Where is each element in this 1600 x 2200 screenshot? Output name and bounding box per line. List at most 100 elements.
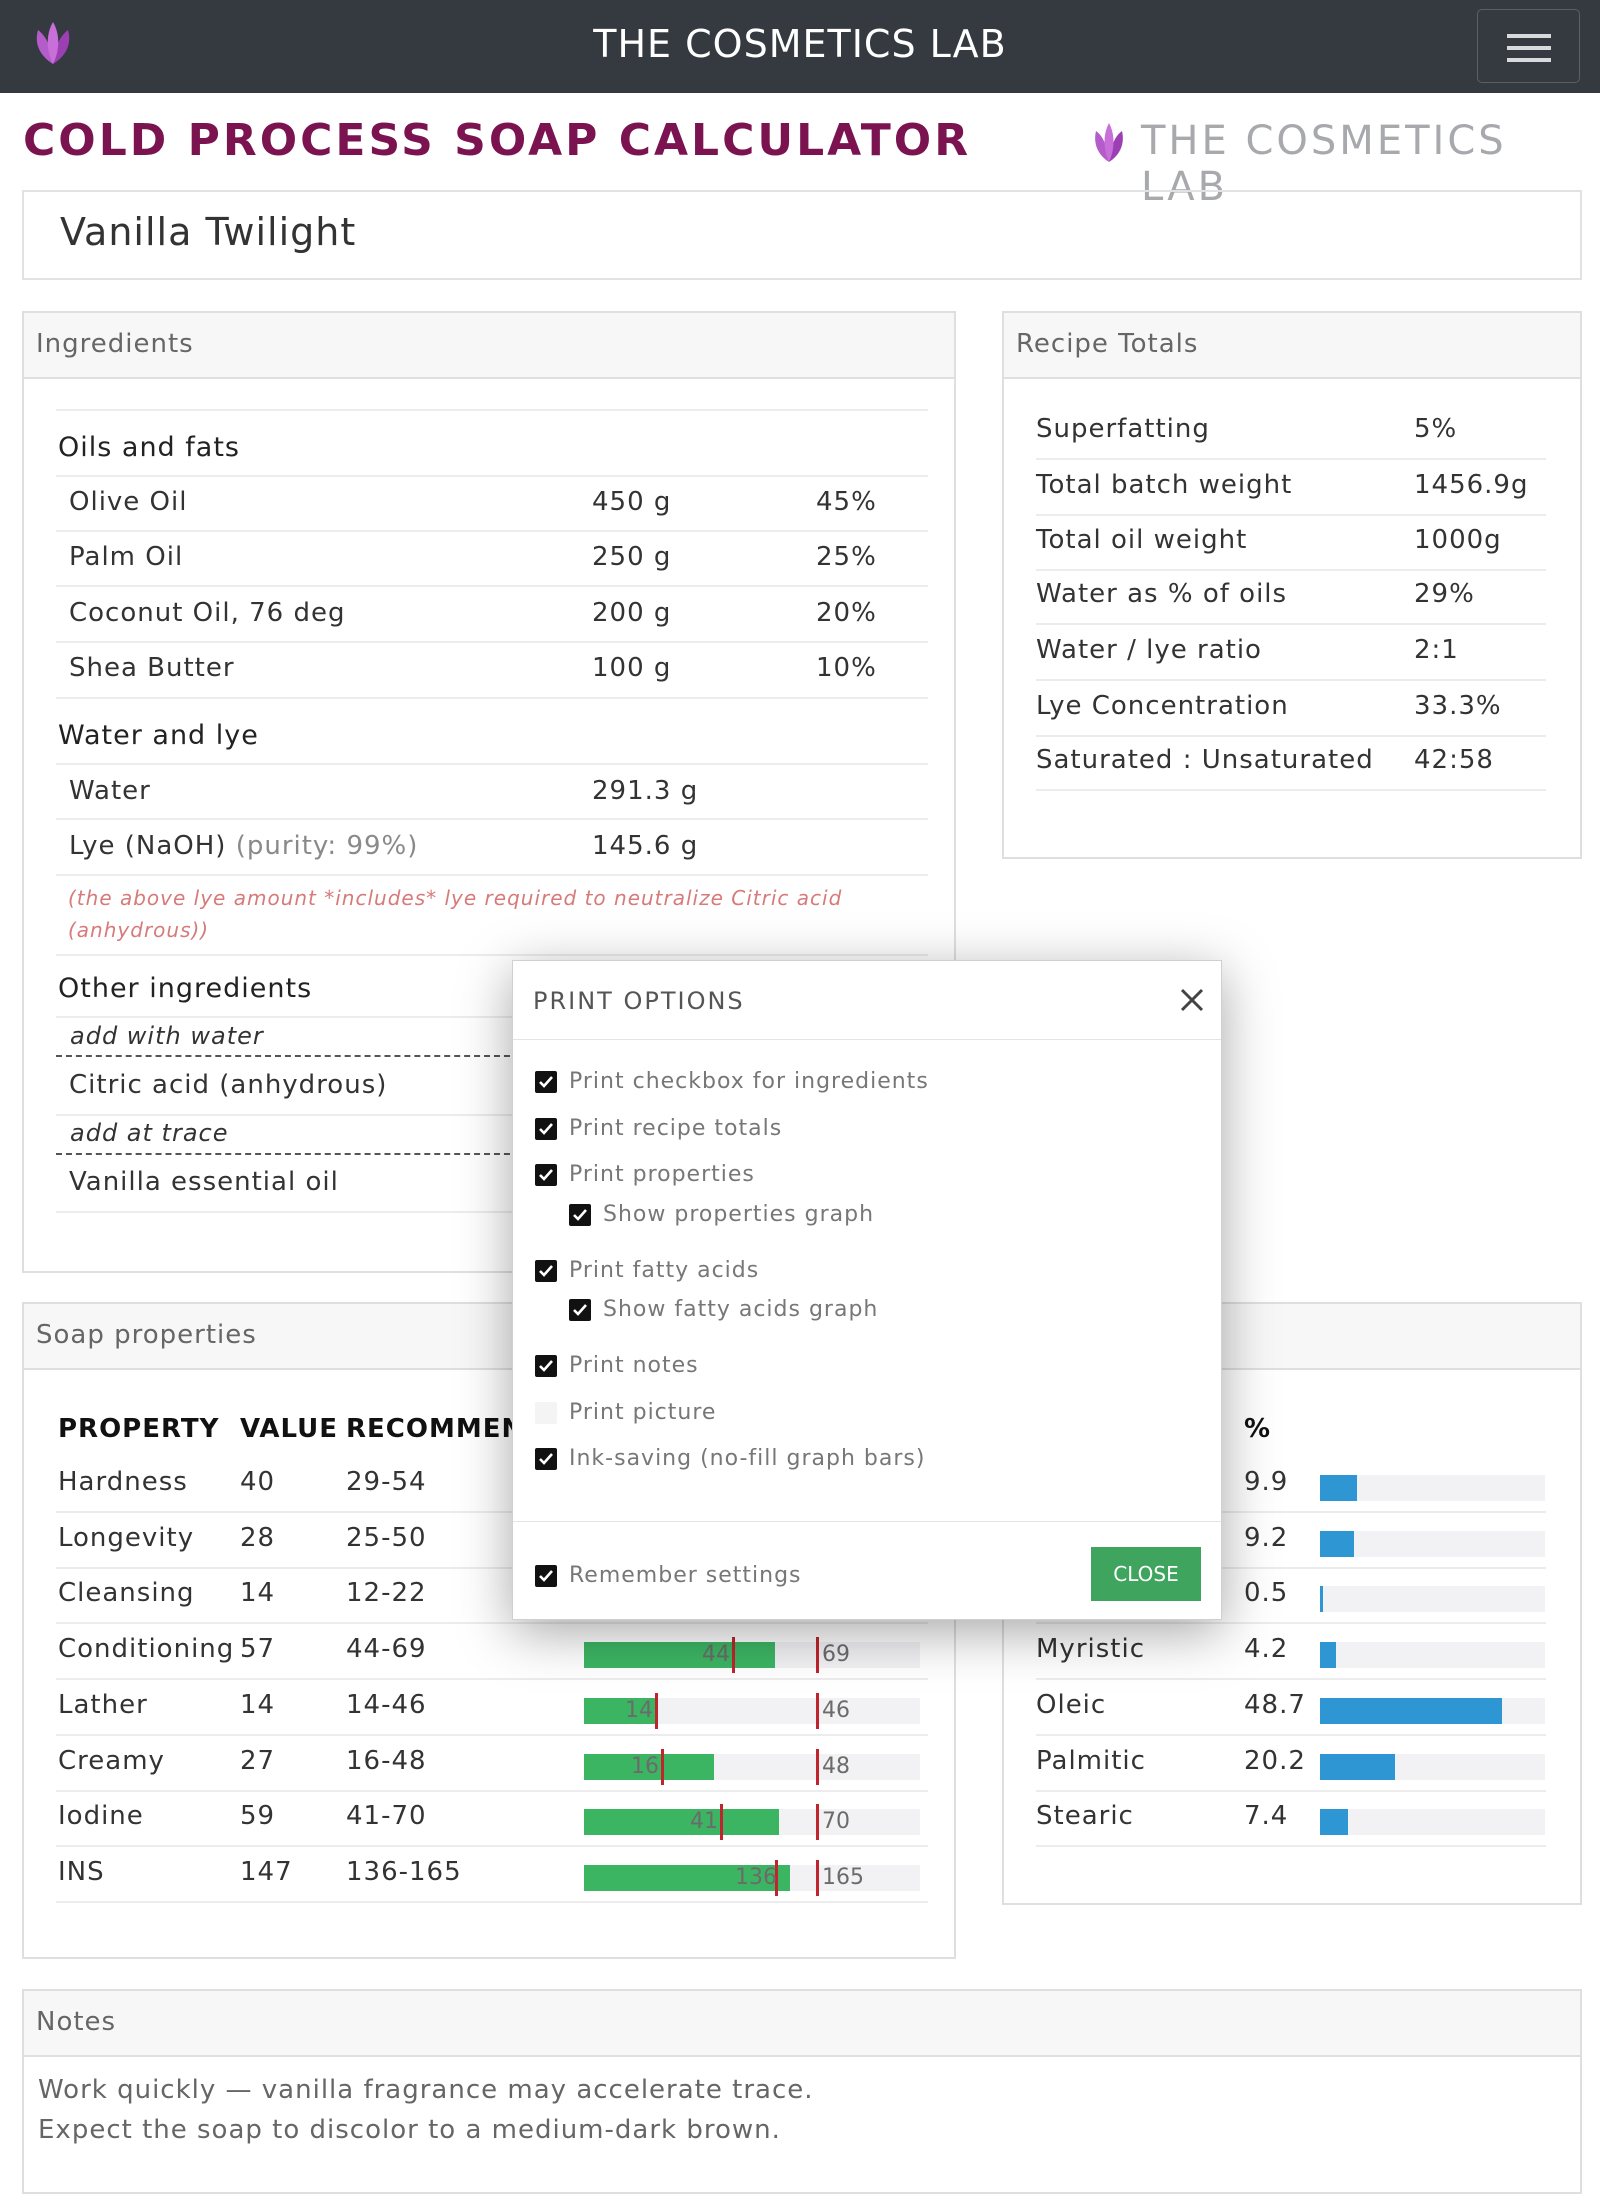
fatty-acid-bar-track <box>1320 1475 1545 1501</box>
property-name: Lather <box>58 1690 148 1720</box>
notes-line: Expect the soap to discolor to a medium-… <box>38 2115 781 2145</box>
property-range: 14-46 <box>346 1690 427 1720</box>
property-value: 27 <box>240 1746 276 1776</box>
print-option-label[interactable]: Print recipe totals <box>569 1116 783 1141</box>
fatty-acid-value: 7.4 <box>1244 1801 1289 1831</box>
col-property: PROPERTY <box>58 1414 220 1444</box>
range-min-marker <box>720 1804 723 1840</box>
navbar-title[interactable]: THE COSMETICS LAB <box>593 22 1007 66</box>
print-option-label[interactable]: Ink-saving (no-fill graph bars) <box>569 1446 926 1471</box>
property-range: 136-165 <box>346 1857 462 1887</box>
divider <box>1036 1622 1546 1624</box>
print-option-checkbox[interactable] <box>535 1448 557 1470</box>
property-name: INS <box>58 1857 105 1887</box>
checkmark-icon <box>539 1360 553 1372</box>
other-subheading: add at trace <box>70 1119 229 1147</box>
fatty-acid-bar-fill <box>1320 1586 1323 1612</box>
checkmark-icon <box>539 1123 553 1135</box>
totals-value: 2:1 <box>1414 635 1459 665</box>
close-icon[interactable] <box>1175 983 1209 1017</box>
totals-value: 42:58 <box>1414 745 1494 775</box>
divider <box>56 1511 928 1513</box>
divider <box>56 1901 928 1903</box>
lye-note-line2: (anhydrous)) <box>68 918 210 942</box>
range-min-marker <box>661 1749 664 1785</box>
divider <box>56 1114 928 1116</box>
divider <box>56 697 928 699</box>
totals-value: 29% <box>1414 579 1475 609</box>
totals-card-title: Recipe Totals <box>1004 313 1580 379</box>
range-max-marker <box>816 1860 819 1896</box>
print-option-checkbox[interactable] <box>535 1118 557 1140</box>
divider <box>56 1790 928 1792</box>
fatty-acid-value: 48.7 <box>1244 1690 1306 1720</box>
property-range: 41-70 <box>346 1801 427 1831</box>
col-value: VALUE <box>240 1414 338 1444</box>
lye-name: Lye (NaOH) <box>69 831 227 861</box>
print-option-checkbox[interactable] <box>569 1204 591 1226</box>
range-max-marker <box>816 1693 819 1729</box>
property-bar-fill <box>584 1754 714 1780</box>
print-option-label[interactable]: Print properties <box>569 1162 755 1187</box>
property-range: 12-22 <box>346 1578 427 1608</box>
divider <box>56 585 928 587</box>
range-max-marker <box>816 1804 819 1840</box>
print-option-label[interactable]: Show properties graph <box>603 1202 875 1227</box>
checkmark-icon <box>539 1453 553 1465</box>
divider <box>1036 569 1546 571</box>
menu-line <box>1507 46 1551 50</box>
print-option-checkbox[interactable] <box>535 1355 557 1377</box>
fatty-acid-name: Stearic <box>1036 1801 1134 1831</box>
hamburger-menu-icon[interactable] <box>1477 9 1580 83</box>
print-option-label[interactable]: Print fatty acids <box>569 1258 760 1283</box>
fatty-acid-bar-fill <box>1320 1531 1354 1557</box>
property-name: Cleansing <box>58 1578 195 1608</box>
range-max-marker <box>816 1637 819 1673</box>
water-lye-section-title: Water and lye <box>58 720 259 751</box>
property-name: Conditioning <box>58 1634 235 1664</box>
print-option-label[interactable]: Print notes <box>569 1353 699 1378</box>
property-value: 147 <box>240 1857 293 1887</box>
remember-settings-checkbox[interactable] <box>535 1565 557 1587</box>
totals-label: Water as % of oils <box>1036 579 1288 609</box>
print-option-checkbox[interactable] <box>535 1402 557 1424</box>
property-bar-fill <box>584 1698 655 1724</box>
lotus-logo-icon[interactable] <box>26 16 80 70</box>
range-max-marker <box>816 1749 819 1785</box>
property-bar-fill <box>584 1809 779 1835</box>
checkmark-icon <box>573 1209 587 1221</box>
property-value: 57 <box>240 1634 276 1664</box>
divider <box>56 475 928 477</box>
print-option-label[interactable]: Print checkbox for ingredients <box>569 1069 929 1094</box>
fatty-acid-bar-fill <box>1320 1809 1348 1835</box>
print-option-label[interactable]: Show fatty acids graph <box>603 1297 879 1322</box>
notes-card-title: Notes <box>24 1991 1580 2057</box>
fatty-acid-bar-track <box>1320 1531 1545 1557</box>
notes-card: Notes Work quickly — vanilla fragrance m… <box>22 1989 1582 2194</box>
oil-percent: 20% <box>816 598 877 628</box>
print-option-checkbox[interactable] <box>535 1260 557 1282</box>
print-option-checkbox[interactable] <box>535 1164 557 1186</box>
fatty-acid-value: 9.9 <box>1244 1467 1289 1497</box>
fatty-acid-value: 0.5 <box>1244 1578 1289 1608</box>
lye-weight: 145.6 g <box>592 831 699 861</box>
oil-percent: 45% <box>816 487 877 517</box>
totals-value: 1000g <box>1414 525 1502 555</box>
dashed-divider <box>56 1153 928 1155</box>
oil-name: Shea Butter <box>69 653 235 683</box>
print-option-checkbox[interactable] <box>535 1071 557 1093</box>
brand-text: THE COSMETICS LAB <box>1141 118 1507 210</box>
remember-settings-label[interactable]: Remember settings <box>569 1563 802 1588</box>
print-option-label[interactable]: Print picture <box>569 1400 717 1425</box>
col-percent: % <box>1244 1414 1272 1444</box>
divider <box>56 763 928 765</box>
print-option-checkbox[interactable] <box>569 1299 591 1321</box>
other-section-title: Other ingredients <box>58 973 313 1004</box>
totals-value: 33.3% <box>1414 691 1502 721</box>
recipe-name[interactable]: Vanilla Twilight <box>60 210 357 254</box>
print-options-modal: PRINT OPTIONS Print checkbox for ingredi… <box>512 960 1222 1620</box>
property-bar-fill <box>584 1865 790 1891</box>
range-max-label: 46 <box>822 1698 850 1723</box>
close-button[interactable]: CLOSE <box>1091 1547 1201 1601</box>
range-max-label: 48 <box>822 1754 850 1779</box>
